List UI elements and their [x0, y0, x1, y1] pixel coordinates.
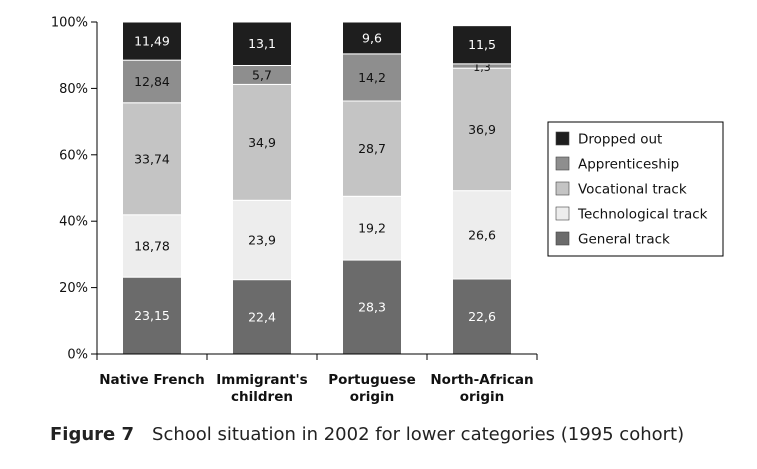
bar-data-label: 19,2 [358, 221, 386, 236]
legend: Dropped out Apprenticeship Vocational trac… [547, 121, 724, 257]
legend-swatch [555, 156, 570, 171]
bar-data-label: 36,9 [468, 122, 496, 137]
y-tick-label: 20% [59, 281, 88, 296]
x-tick-label: origin [350, 389, 394, 405]
bar-segment [122, 214, 182, 278]
legend-swatch [555, 181, 570, 196]
figure-caption: Figure 7 School situation in 2002 for low… [50, 424, 684, 445]
bar-data-label: 12,84 [134, 74, 170, 89]
y-tick-label: 100% [51, 16, 88, 31]
x-tick-label: children [231, 389, 293, 405]
bar-segment [232, 199, 292, 281]
y-axis: 0% 20% 40% 60% 80% 100% [51, 16, 98, 363]
legend-swatch [555, 131, 570, 146]
bar-data-label: 11,49 [134, 34, 170, 49]
x-tick-label: North-African [430, 372, 533, 388]
bar-data-label: 28,7 [358, 141, 386, 156]
bar-data-label: 26,6 [468, 227, 496, 242]
bar-segment [452, 190, 512, 280]
bar-data-label: 23,9 [248, 232, 276, 247]
bar-data-label: 11,5 [468, 37, 496, 52]
bar-data-label: 34,9 [248, 135, 276, 150]
bar-data-label: 33,74 [134, 151, 170, 166]
bar-segment [122, 21, 182, 61]
bar-data-label: 5,7 [252, 67, 272, 82]
legend-swatch [555, 206, 570, 221]
bars: 23,15 18,78 33,74 12,84 11,49 22,4 23,9 34,9 5,7… [122, 21, 512, 355]
y-tick-label: 80% [59, 82, 88, 97]
y-tick-label: 0% [67, 348, 88, 363]
legend-box [547, 121, 724, 257]
figure-label: Figure 7 [50, 424, 135, 445]
bar-segment [342, 100, 402, 197]
y-tick-label: 60% [59, 148, 88, 163]
legend-label: Apprenticeship [578, 157, 679, 173]
x-tick-label: origin [460, 389, 504, 405]
bar-segment [232, 21, 292, 66]
bar-segment [122, 59, 182, 104]
bar-segment [342, 259, 402, 355]
bar-segment [452, 67, 512, 192]
bar-data-label: 22,6 [468, 309, 496, 324]
bar-segment [232, 279, 292, 355]
bar-data-label: 13,1 [248, 36, 276, 51]
legend-label: Vocational track [578, 182, 687, 198]
x-tick-label: Immigrant's [216, 372, 307, 388]
bar-segment [452, 25, 512, 65]
bar-data-label: 18,78 [134, 238, 170, 253]
legend-swatch [555, 231, 570, 246]
legend-label: Technological track [577, 207, 708, 223]
figure-caption-text: School situation in 2002 for lower categ… [152, 424, 685, 445]
stacked-bar-chart: 0% 20% 40% 60% 80% 100% 23,15 18,78 33,74 12,84 1… [51, 16, 724, 405]
bar-segment [342, 53, 402, 102]
bar-segment [342, 21, 402, 55]
bar-data-label: 28,3 [358, 300, 386, 315]
x-tick-label: Portuguese [328, 372, 416, 388]
bar-segment [122, 102, 182, 216]
bar-data-label: 14,2 [358, 70, 386, 85]
legend-label: Dropped out [578, 132, 662, 148]
legend-label: General track [578, 232, 670, 248]
bar-segment [342, 195, 402, 261]
bar-data-label: 22,4 [248, 309, 276, 324]
bar-segment [232, 83, 292, 201]
x-tick-label: Native French [99, 372, 205, 388]
y-tick-label: 40% [59, 215, 88, 230]
bar-data-label: 9,6 [362, 30, 382, 45]
bar-data-label: 23,15 [134, 308, 170, 323]
